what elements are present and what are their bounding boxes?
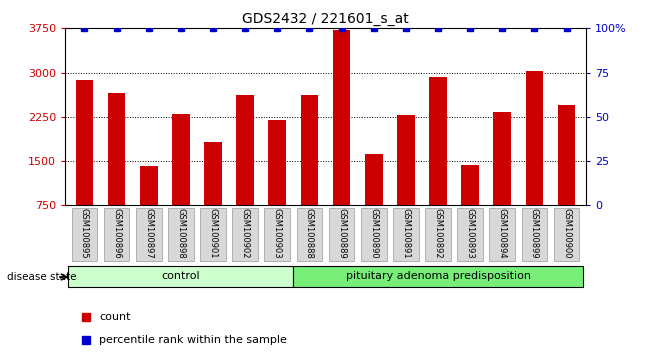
Text: percentile rank within the sample: percentile rank within the sample	[99, 335, 287, 346]
Bar	[76, 80, 93, 205]
Bar	[236, 95, 254, 205]
Bar	[168, 208, 194, 261]
Bar	[490, 208, 515, 261]
Bar	[104, 208, 130, 261]
Bar	[429, 77, 447, 205]
Bar	[297, 208, 322, 261]
Text: GSM100892: GSM100892	[434, 208, 443, 258]
Text: pituitary adenoma predisposition: pituitary adenoma predisposition	[346, 271, 531, 281]
Bar	[264, 208, 290, 261]
Bar	[301, 95, 318, 205]
Text: GSM100888: GSM100888	[305, 208, 314, 258]
Text: GSM100896: GSM100896	[112, 208, 121, 258]
Bar	[72, 208, 97, 261]
Bar	[140, 166, 158, 205]
Bar	[462, 165, 479, 205]
Bar	[521, 208, 547, 261]
Bar	[554, 208, 579, 261]
Bar	[329, 208, 354, 261]
Text: GSM100897: GSM100897	[144, 208, 153, 258]
Text: disease state: disease state	[7, 272, 76, 282]
Bar	[493, 112, 511, 205]
Text: GSM100901: GSM100901	[208, 208, 217, 258]
Text: GSM100903: GSM100903	[273, 208, 282, 258]
Text: control: control	[161, 271, 200, 281]
Bar	[558, 105, 575, 205]
Bar	[397, 115, 415, 205]
Bar	[294, 266, 583, 287]
Bar	[172, 114, 189, 205]
Bar	[361, 208, 387, 261]
Text: GSM100890: GSM100890	[369, 208, 378, 258]
Text: GSM100889: GSM100889	[337, 208, 346, 258]
Text: GSM100893: GSM100893	[465, 208, 475, 258]
Bar	[204, 142, 222, 205]
Title: GDS2432 / 221601_s_at: GDS2432 / 221601_s_at	[242, 12, 409, 26]
Bar	[365, 154, 383, 205]
Bar	[200, 208, 226, 261]
Bar	[136, 208, 161, 261]
Text: GSM100891: GSM100891	[402, 208, 410, 258]
Text: GSM100894: GSM100894	[498, 208, 507, 258]
Text: GSM100899: GSM100899	[530, 208, 539, 258]
Bar	[107, 93, 126, 205]
Bar	[232, 208, 258, 261]
Bar	[457, 208, 483, 261]
Bar	[68, 266, 294, 287]
Text: GSM100902: GSM100902	[241, 208, 249, 258]
Bar	[393, 208, 419, 261]
Bar	[425, 208, 451, 261]
Bar	[333, 29, 350, 205]
Text: GSM100900: GSM100900	[562, 208, 571, 258]
Text: GSM100895: GSM100895	[80, 208, 89, 258]
Bar	[268, 120, 286, 205]
Bar	[525, 72, 544, 205]
Text: count: count	[99, 312, 130, 322]
Text: GSM100898: GSM100898	[176, 208, 186, 258]
